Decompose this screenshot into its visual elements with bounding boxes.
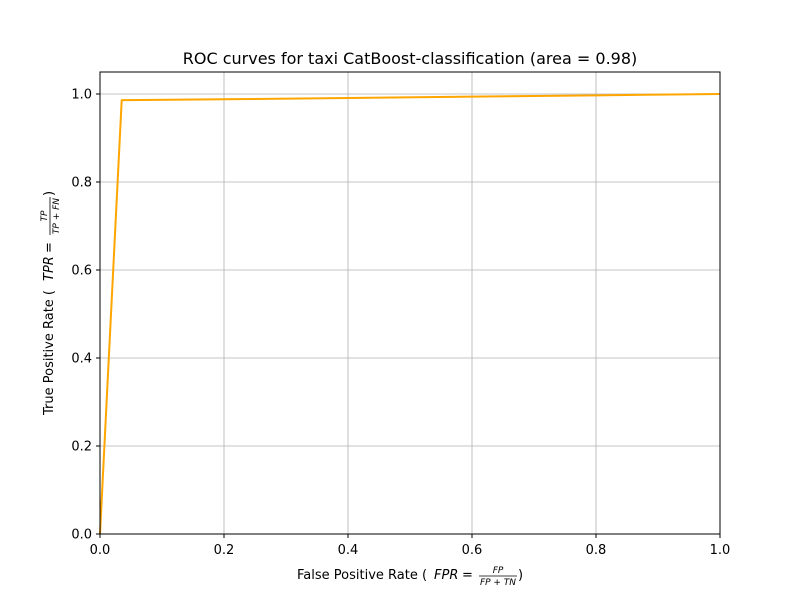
x-axis-label-equals: =: [462, 568, 473, 583]
y-tick-label: 0.8: [71, 176, 92, 191]
y-axis-label-numerator: TP: [40, 210, 50, 221]
x-tick-label: 0.8: [586, 543, 607, 558]
x-axis-label-denominator: FP + TN: [480, 578, 516, 588]
x-axis-label-prefix: False Positive Rate (: [297, 568, 427, 583]
plot-frame: [99, 71, 721, 535]
grid-layer: [99, 72, 721, 535]
x-axis-label-numerator: FP: [493, 566, 504, 576]
x-tick-label: 0.2: [214, 543, 235, 558]
y-axis-label-prefix: True Positive Rate (: [42, 290, 57, 416]
x-axis-label-suffix: ): [518, 568, 523, 583]
x-tick-label: 0.0: [90, 543, 111, 558]
x-axis-label: False Positive Rate ( FPR = FP FP + TN ): [297, 566, 523, 588]
x-tick-label: 0.4: [338, 543, 359, 558]
roc-curve-line: [99, 93, 721, 535]
y-axis-label-denominator: TP + FN: [52, 198, 62, 234]
y-axis-label: True Positive Rate ( TPR = TP TP + FN ): [40, 191, 62, 416]
x-tick-label: 0.6: [462, 543, 483, 558]
chart-title: ROC curves for taxi CatBoost-classificat…: [183, 49, 638, 68]
tick-layer: 0.0 0.2 0.4 0.6 0.8 1.0 0.0 0.2 0.4 0.6 0.8 1.0: [71, 88, 730, 559]
y-tick-label: 1.0: [71, 88, 92, 103]
x-tick-label: 1.0: [710, 543, 731, 558]
plot-area: [100, 72, 720, 534]
x-axis-label-lhs: FPR: [434, 568, 458, 583]
y-tick-label: 0.4: [71, 352, 92, 367]
series-layer: [99, 93, 721, 535]
y-axis-label-lhs: TPR: [42, 256, 57, 281]
y-axis-label-suffix: ): [42, 191, 57, 196]
y-tick-label: 0.6: [71, 264, 92, 279]
y-tick-label: 0.0: [71, 528, 92, 543]
y-tick-label: 0.2: [71, 440, 92, 455]
y-axis-label-equals: =: [42, 242, 57, 253]
